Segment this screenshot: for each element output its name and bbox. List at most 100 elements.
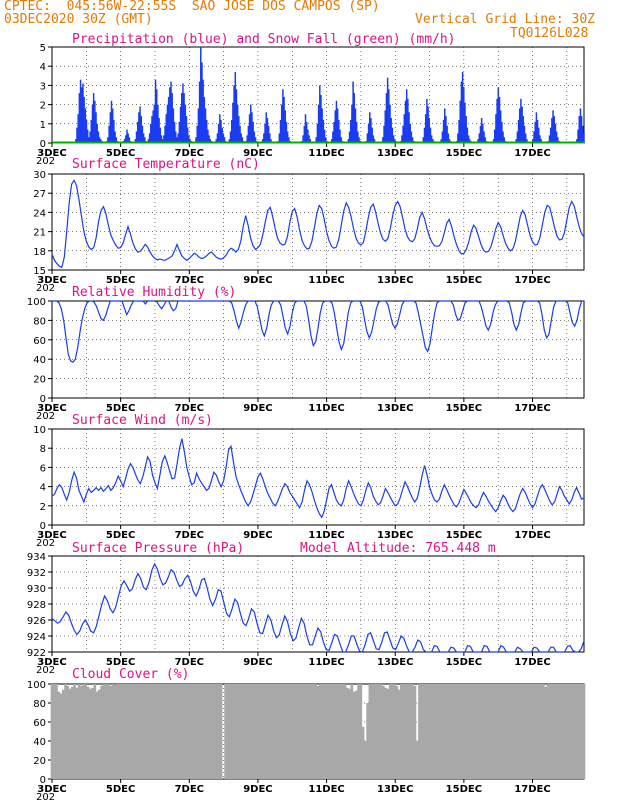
cloud-cover-bar: [397, 689, 401, 779]
year-label-clipped: 202: [36, 411, 55, 422]
cloud-cover-bar: [147, 684, 151, 779]
precip-bar: [228, 139, 231, 143]
precip-bar: [338, 119, 340, 143]
cloud-cover-bar: [303, 684, 306, 779]
cloud-cover-bar: [163, 684, 167, 779]
precip-bar: [270, 139, 272, 143]
precip-bar: [76, 127, 78, 143]
cloud-cover-bar: [411, 684, 415, 779]
x-tick-label: 3DEC: [37, 657, 66, 668]
precip-bar: [347, 139, 350, 143]
precip-bar: [323, 129, 326, 143]
precip-bar: [142, 133, 145, 143]
y-tick-label: 27: [33, 189, 46, 200]
cloud-cover-bar: [476, 684, 480, 779]
cloud-cover-bar: [375, 684, 378, 779]
precip-bar: [477, 139, 479, 143]
precip-bar: [144, 137, 146, 143]
cloud-cover-bar: [539, 684, 543, 779]
precip-bar: [334, 110, 337, 143]
precip-bar: [469, 139, 471, 143]
cloud-cover-bar: [273, 684, 277, 779]
cloud-cover-bar: [312, 684, 315, 779]
panel-title: Relative Humidity (%): [72, 285, 236, 300]
cloud-cover-bar: [88, 688, 92, 779]
precip-bar: [358, 137, 360, 143]
precip-bar: [173, 121, 176, 143]
x-tick-label: 11DEC: [308, 275, 344, 286]
precip-bar: [497, 87, 500, 143]
cloud-cover-bar: [506, 684, 509, 779]
precip-bar: [235, 89, 238, 143]
precip-bar: [332, 131, 334, 143]
cloud-cover-bar: [429, 684, 433, 779]
precip-bar: [165, 114, 167, 143]
x-tick-label: 13DEC: [377, 657, 413, 668]
y-tick-label: 0: [40, 394, 46, 405]
year-label-clipped: 202: [36, 792, 55, 800]
cloud-cover-bar: [339, 684, 342, 779]
year-label-clipped: 202: [36, 538, 55, 549]
x-tick-label: 9DEC: [243, 275, 272, 286]
y-tick-label: 4: [40, 62, 46, 73]
cloud-cover-bar: [57, 691, 61, 779]
y-tick-label: 30: [33, 170, 46, 181]
cloud-cover-bar: [350, 684, 354, 779]
precip-bar: [410, 131, 413, 143]
precip-bar: [157, 104, 159, 143]
precip-bar: [216, 133, 219, 143]
precip-bar: [138, 112, 140, 143]
precip-bar: [261, 139, 264, 143]
cloud-cover-bar: [70, 686, 74, 779]
cloud-cover-bar: [98, 689, 101, 779]
cloud-cover-bar: [364, 741, 367, 779]
y-tick-label: 930: [27, 584, 46, 595]
cloud-cover-bar: [352, 691, 356, 779]
precip-bar: [75, 139, 77, 143]
cloud-cover-bar: [566, 684, 570, 779]
precip-bar: [109, 112, 112, 143]
x-tick-label: 7DEC: [175, 148, 204, 159]
cloud-cover-bar: [323, 684, 327, 779]
precip-bar: [247, 125, 250, 143]
cloud-cover-bar: [535, 684, 538, 779]
cloud-cover-bar: [190, 684, 194, 779]
precip-bar: [339, 129, 341, 143]
precip-bar: [285, 121, 288, 143]
cloud-cover-bar: [240, 684, 243, 779]
cloud-cover-bar: [499, 684, 502, 779]
precip-bar: [238, 116, 240, 143]
precip-bar: [95, 112, 97, 143]
precip-bar: [315, 137, 317, 143]
y-tick-label: 4: [40, 483, 46, 494]
precip-bar: [467, 135, 470, 143]
y-tick-label: 100: [27, 680, 46, 691]
precip-bar: [172, 108, 175, 143]
precip-bar: [483, 131, 485, 143]
cloud-cover-bar: [122, 684, 126, 779]
cloud-cover-bar: [305, 684, 309, 779]
precip-bar: [482, 123, 484, 143]
precip-bar: [183, 93, 185, 143]
x-tick-label: 5DEC: [106, 403, 135, 414]
precip-bar: [223, 137, 226, 143]
cloud-cover-bar: [316, 685, 320, 779]
cloud-cover-bar: [206, 684, 209, 779]
precip-bar: [426, 98, 428, 143]
cloud-cover-bar: [400, 684, 403, 779]
precip-bar: [240, 133, 242, 143]
y-tick-label: 18: [33, 247, 46, 258]
cloud-cover-bar: [107, 684, 110, 779]
cloud-cover-bar: [341, 684, 345, 779]
cloud-cover-bar: [276, 684, 279, 779]
precip-bar: [422, 137, 425, 143]
precip-bar: [200, 47, 202, 143]
precip-bar: [110, 100, 113, 143]
y-tick-label: 20: [33, 375, 46, 386]
precip-bar: [197, 108, 200, 143]
precip-bar: [548, 135, 551, 143]
cloud-cover-bar: [578, 684, 581, 779]
precip-bar: [348, 131, 351, 143]
precip-bar: [522, 116, 525, 143]
precip-bar: [167, 96, 170, 143]
